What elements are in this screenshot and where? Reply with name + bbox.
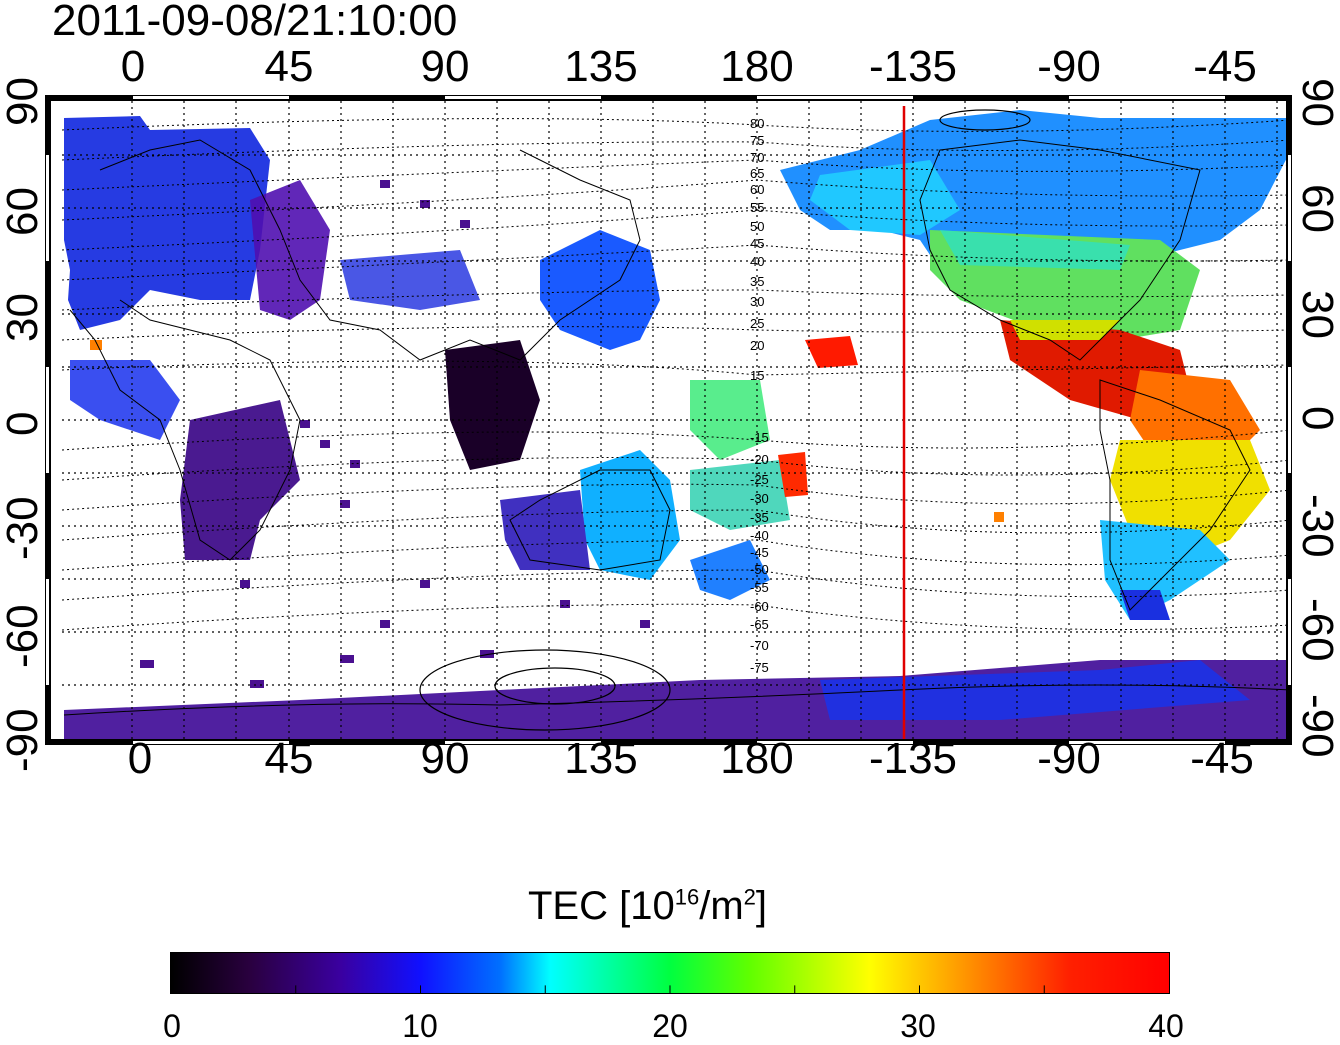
plot-frame xyxy=(45,95,1292,745)
y-tick-right: 90 xyxy=(1293,78,1340,127)
tec-region-antarctica-blue xyxy=(820,660,1250,720)
contour-label: -60 xyxy=(750,599,769,614)
contour-label: 30 xyxy=(750,294,764,309)
contour-label: -35 xyxy=(750,510,769,525)
colorbar-tick: 20 xyxy=(652,1008,688,1044)
tec-region-australia-west xyxy=(500,490,590,570)
tec-region-east-asia xyxy=(540,230,660,350)
tec-region-europe xyxy=(64,116,270,330)
contour-label: -65 xyxy=(750,617,769,632)
magnetic-contours xyxy=(62,118,1291,631)
contour-label: -75 xyxy=(750,660,769,675)
contour-label: 65 xyxy=(750,166,764,181)
colorbar-title-sup1: 16 xyxy=(674,884,700,910)
contour-label: 40 xyxy=(750,254,764,269)
x-tick-bottom: 90 xyxy=(420,734,470,783)
contour-label: 50 xyxy=(750,219,764,234)
tec-region-nz xyxy=(690,540,770,600)
tec-region-asia-north xyxy=(250,180,330,320)
tec-region-canada-mid xyxy=(810,160,960,235)
y-tick-right: 0 xyxy=(1293,406,1340,431)
contour-label: 35 xyxy=(750,274,764,289)
x-tick-bottom: 45 xyxy=(264,734,314,783)
tec-scatter-orange xyxy=(90,340,1004,522)
colorbar-tick: 0 xyxy=(163,1008,181,1044)
x-tick-top: 135 xyxy=(564,42,638,91)
y-tick-left: 0 xyxy=(0,411,47,436)
contour-label: 45 xyxy=(750,236,764,251)
map-grid xyxy=(62,101,1291,740)
contour-label: -40 xyxy=(750,528,769,543)
contour-label: 55 xyxy=(750,200,764,215)
contour-label: -20 xyxy=(750,452,769,467)
y-tick-right: 30 xyxy=(1293,290,1340,339)
x-tick-bottom: -90 xyxy=(1037,734,1101,783)
contour-label: -30 xyxy=(750,491,769,506)
tec-region-africa xyxy=(180,400,300,560)
contour-label: -15 xyxy=(750,430,769,445)
x-tick-bottom: 135 xyxy=(564,734,638,783)
x-tick-top: -45 xyxy=(1193,42,1257,91)
y-tick-left: 30 xyxy=(0,293,47,342)
contour-label: -70 xyxy=(750,638,769,653)
colorbar-tick: 10 xyxy=(402,1008,438,1044)
contour-label: -45 xyxy=(750,545,769,560)
y-tick-left: -30 xyxy=(0,496,47,560)
colorbar-title-sup2: 2 xyxy=(743,884,756,910)
contour-label: -50 xyxy=(750,562,769,577)
colorbar xyxy=(170,952,1170,994)
colorbar-tick: 30 xyxy=(900,1008,936,1044)
contour-label: -55 xyxy=(750,580,769,595)
contour-label-group: 80 75 70 65 60 55 50 45 40 35 30 25 20 1… xyxy=(750,116,769,675)
x-tick-top: 180 xyxy=(720,42,794,91)
tec-region-australia xyxy=(580,450,680,580)
tec-region-patagonia xyxy=(1120,590,1170,620)
x-tick-top: 90 xyxy=(420,42,470,91)
colorbar-title-mid: /m xyxy=(699,884,744,928)
x-tick-bottom: -135 xyxy=(868,734,958,783)
y-tick-right: 60 xyxy=(1293,184,1340,233)
contour-label: 60 xyxy=(750,182,764,197)
tec-region-pacific-cyan xyxy=(690,460,790,530)
x-tick-top: 45 xyxy=(264,42,314,91)
x-tick-bottom: 0 xyxy=(127,734,153,783)
page-title: 2011-09-08/21:10:00 xyxy=(52,0,458,45)
contour-label: 20 xyxy=(750,338,764,353)
x-tick-bottom: -45 xyxy=(1190,734,1254,783)
x-tick-top: -135 xyxy=(868,42,958,91)
contour-label: 80 xyxy=(750,116,764,131)
contour-label: 15 xyxy=(750,368,764,383)
contour-label: 70 xyxy=(750,150,764,165)
x-tick-top: 0 xyxy=(120,42,146,91)
colorbar-title-end: ] xyxy=(755,884,768,928)
x-tick-bottom: 180 xyxy=(720,734,794,783)
y-tick-left: -90 xyxy=(0,708,47,772)
y-tick-right: -30 xyxy=(1293,494,1340,558)
tec-region-hawaii xyxy=(805,336,858,368)
tec-data xyxy=(64,110,1291,740)
tec-region-samoa xyxy=(778,452,808,497)
tec-scatter-pixels xyxy=(140,180,650,688)
y-tick-right: -60 xyxy=(1293,598,1340,662)
contour-label: 75 xyxy=(750,133,764,148)
colorbar-title-text: TEC [10 xyxy=(528,884,675,928)
y-tick-left: 60 xyxy=(0,187,47,236)
y-tick-left: -60 xyxy=(0,604,47,668)
colorbar-tick: 40 xyxy=(1148,1008,1184,1044)
colorbar-title: TEC [1016/m2] xyxy=(528,884,767,929)
tec-region-mongolia xyxy=(340,250,480,310)
contour-label: 25 xyxy=(750,316,764,331)
contour-label: -25 xyxy=(750,472,769,487)
tec-region-indonesia xyxy=(445,340,540,470)
x-tick-top: -90 xyxy=(1037,42,1101,91)
coastlines xyxy=(63,139,1292,716)
y-tick-left: 90 xyxy=(0,77,47,126)
y-tick-right: -90 xyxy=(1293,694,1340,758)
